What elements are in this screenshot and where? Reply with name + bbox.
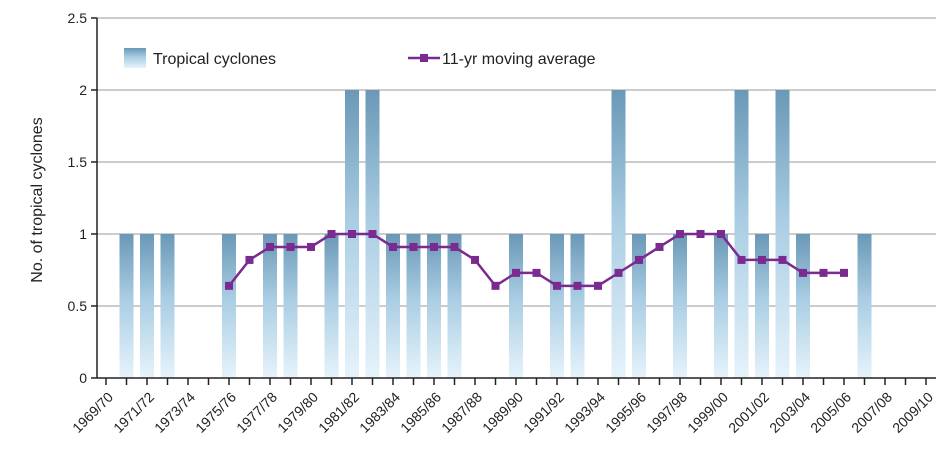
bar-9 xyxy=(283,234,298,378)
ma-point-36 xyxy=(840,268,848,277)
ma-point-32 xyxy=(758,255,766,264)
x-tick-label-1: 1971/72 xyxy=(110,389,157,436)
bar-31 xyxy=(734,90,749,378)
ma-point-8 xyxy=(266,242,274,251)
ma-point-15 xyxy=(409,242,418,251)
ma-point-26 xyxy=(635,255,643,264)
bar-17 xyxy=(447,234,462,378)
x-tick-label-12: 1993/94 xyxy=(561,389,608,436)
legend-label-moving-average: 11-yr moving average xyxy=(442,51,596,68)
x-tick-label-7: 1983/84 xyxy=(356,389,403,436)
x-tick-label-3: 1975/76 xyxy=(192,389,239,436)
ma-point-7 xyxy=(245,255,254,264)
bar-37 xyxy=(857,234,872,378)
x-tick-label-17: 2003/04 xyxy=(766,389,813,436)
bar-30 xyxy=(714,234,728,378)
ma-point-29 xyxy=(696,230,705,238)
x-tick-label-11: 1991/92 xyxy=(520,389,567,436)
legend-bar-swatch xyxy=(124,48,146,68)
ma-point-17 xyxy=(450,242,459,251)
bar-14 xyxy=(386,234,400,378)
y-tick-label-3: 1.5 xyxy=(68,154,88,170)
x-tick-label-19: 2007/08 xyxy=(848,389,895,436)
bar-22 xyxy=(550,234,564,378)
bar-6 xyxy=(222,234,236,378)
ma-point-28 xyxy=(676,230,684,238)
bar-34 xyxy=(796,234,810,378)
y-tick-label-4: 2 xyxy=(79,82,87,98)
bar-28 xyxy=(673,234,687,378)
x-tick-label-5: 1979/80 xyxy=(274,389,321,436)
x-tick-label-0: 1969/70 xyxy=(69,389,116,436)
bar-15 xyxy=(406,234,421,378)
legend-line-marker xyxy=(420,54,428,62)
ma-point-14 xyxy=(389,242,397,251)
ma-point-21 xyxy=(532,268,541,277)
x-tick-label-14: 1997/98 xyxy=(643,389,690,436)
y-tick-label-1: 0.5 xyxy=(68,298,88,314)
ma-point-23 xyxy=(573,281,582,290)
ma-point-18 xyxy=(471,255,479,264)
moving-average-line xyxy=(225,230,848,290)
bar-3 xyxy=(160,234,175,378)
axes xyxy=(91,17,936,385)
ma-point-35 xyxy=(819,268,828,277)
x-tick-label-10: 1989/90 xyxy=(479,389,526,436)
x-tick-label-18: 2005/06 xyxy=(807,389,854,436)
ma-point-12 xyxy=(348,230,356,238)
x-tick-label-13: 1995/96 xyxy=(602,389,649,436)
bar-26 xyxy=(632,234,646,378)
y-tick-label-0: 0 xyxy=(79,370,87,386)
y-tick-labels: 0 0.5 1 1.5 2 2.5 xyxy=(68,10,88,386)
x-tick-label-4: 1977/78 xyxy=(233,389,280,436)
bar-20 xyxy=(509,234,523,378)
ma-point-16 xyxy=(430,242,438,251)
ma-point-13 xyxy=(368,230,377,238)
x-tick-label-9: 1987/88 xyxy=(438,389,485,436)
bar-16 xyxy=(427,234,441,378)
bar-1 xyxy=(119,234,134,378)
y-axis-title: No. of tropical cyclones xyxy=(29,117,46,282)
bar-33 xyxy=(775,90,790,378)
bar-32 xyxy=(755,234,769,378)
moving-average-path xyxy=(228,232,844,288)
y-tick-label-5: 2.5 xyxy=(68,10,88,26)
legend-label-tropical-cyclones: Tropical cyclones xyxy=(153,51,276,68)
x-tick-labels: 1969/701971/721973/741975/761977/781979/… xyxy=(69,389,936,436)
x-tick-label-16: 2001/02 xyxy=(725,389,772,436)
ma-point-6 xyxy=(225,281,233,290)
ma-point-22 xyxy=(553,281,561,290)
ma-point-33 xyxy=(778,255,787,264)
ma-point-19 xyxy=(491,281,500,290)
bar-8 xyxy=(263,234,277,378)
ma-point-34 xyxy=(799,268,807,277)
legend: Tropical cyclones 11-yr moving average xyxy=(124,48,596,68)
ma-point-30 xyxy=(717,230,725,238)
ma-point-20 xyxy=(512,268,520,277)
bar-23 xyxy=(570,234,585,378)
ma-point-25 xyxy=(614,268,623,277)
ma-point-9 xyxy=(286,242,295,251)
bar-11 xyxy=(324,234,339,378)
bar-2 xyxy=(140,234,154,378)
ma-point-11 xyxy=(327,230,336,238)
ma-point-10 xyxy=(307,242,315,251)
ma-point-24 xyxy=(594,281,602,290)
x-tick-label-20: 2009/10 xyxy=(889,389,936,436)
x-tick-label-6: 1981/82 xyxy=(315,389,362,436)
bar-25 xyxy=(611,90,626,378)
bars xyxy=(119,90,872,378)
x-tick-label-8: 1985/86 xyxy=(397,389,444,436)
ma-point-31 xyxy=(737,255,746,264)
x-tick-label-15: 1999/00 xyxy=(684,389,731,436)
y-tick-label-2: 1 xyxy=(79,226,87,242)
x-tick-label-2: 1973/74 xyxy=(151,389,198,436)
ma-point-27 xyxy=(655,242,664,251)
